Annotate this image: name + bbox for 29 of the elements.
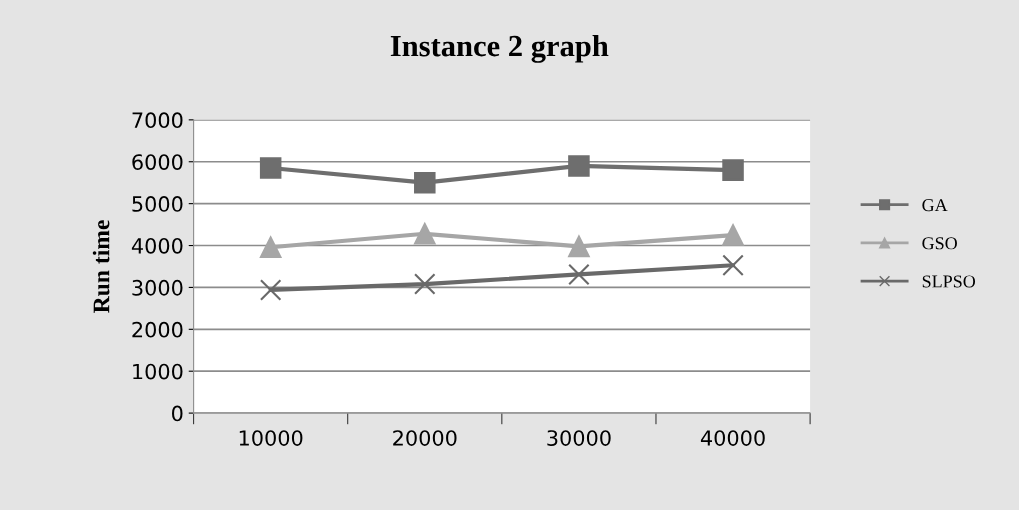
y-tick-label: 5000 bbox=[132, 196, 183, 212]
y-axis-title: Run time bbox=[92, 220, 110, 313]
y-tick-label: 2000 bbox=[132, 321, 183, 338]
point bbox=[568, 263, 590, 286]
point bbox=[414, 273, 436, 295]
point bbox=[259, 279, 282, 301]
point bbox=[414, 223, 436, 245]
legend-label: GA bbox=[922, 199, 948, 212]
chart-title: Instance 2 graph bbox=[390, 34, 609, 63]
point bbox=[722, 224, 744, 246]
point bbox=[722, 254, 744, 276]
x-tick-label: 40000 bbox=[700, 430, 765, 446]
y-tick-label: 3000 bbox=[132, 279, 183, 296]
y-tick-label: 7000 bbox=[132, 112, 183, 129]
point bbox=[259, 157, 282, 179]
point bbox=[722, 159, 744, 181]
point bbox=[414, 171, 436, 194]
legend-label: GSO bbox=[922, 237, 957, 250]
x-tick-label: 30000 bbox=[547, 430, 611, 446]
point bbox=[259, 236, 282, 258]
y-tick-label: 0 bbox=[172, 405, 183, 422]
y-tick-label: 6000 bbox=[132, 154, 183, 170]
point bbox=[568, 155, 590, 177]
y-tick-label: 1000 bbox=[133, 363, 183, 380]
y-tick-label: 4000 bbox=[131, 237, 183, 254]
point bbox=[568, 235, 590, 258]
x-tick-label: 10000 bbox=[239, 430, 303, 446]
legend-label: SLPSO bbox=[922, 275, 976, 288]
x-tick-label: 20000 bbox=[393, 430, 457, 446]
